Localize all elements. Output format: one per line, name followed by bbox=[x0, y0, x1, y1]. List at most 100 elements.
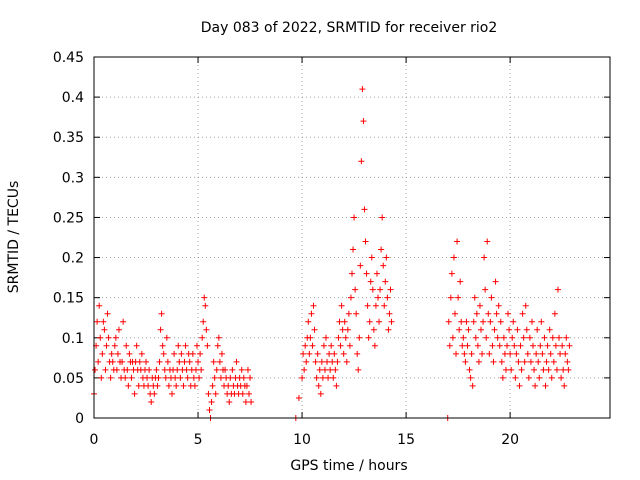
data-point bbox=[177, 374, 184, 381]
data-point bbox=[370, 326, 377, 333]
data-point bbox=[448, 270, 455, 277]
data-point bbox=[316, 366, 323, 373]
data-point bbox=[333, 382, 340, 389]
data-point bbox=[229, 366, 236, 373]
data-point bbox=[96, 302, 103, 309]
data-point bbox=[537, 342, 544, 349]
data-point bbox=[512, 374, 519, 381]
data-point bbox=[307, 334, 314, 341]
data-point bbox=[475, 358, 482, 365]
data-point bbox=[369, 286, 376, 293]
data-point bbox=[222, 366, 229, 373]
data-point bbox=[380, 262, 387, 269]
data-point bbox=[377, 286, 384, 293]
data-point bbox=[119, 358, 126, 365]
data-point bbox=[463, 318, 470, 325]
data-point bbox=[507, 350, 514, 357]
data-point bbox=[539, 350, 546, 357]
data-point bbox=[162, 374, 169, 381]
data-point bbox=[447, 294, 454, 301]
data-point bbox=[453, 350, 460, 357]
data-point bbox=[366, 318, 373, 325]
data-point bbox=[353, 310, 360, 317]
y-tick-label: 0.3 bbox=[62, 170, 84, 186]
data-point bbox=[460, 334, 467, 341]
data-point bbox=[360, 118, 367, 125]
data-point bbox=[563, 334, 570, 341]
data-point bbox=[156, 358, 163, 365]
data-point bbox=[180, 382, 187, 389]
data-point bbox=[509, 334, 516, 341]
data-point bbox=[317, 390, 324, 397]
data-point bbox=[310, 302, 317, 309]
data-point bbox=[143, 358, 150, 365]
data-point bbox=[347, 294, 354, 301]
data-point bbox=[472, 334, 479, 341]
data-point bbox=[217, 374, 224, 381]
data-point bbox=[227, 374, 234, 381]
data-point bbox=[465, 326, 472, 333]
y-tick-label: 0.2 bbox=[62, 251, 84, 267]
data-point bbox=[169, 390, 176, 397]
y-tick-label: 0.25 bbox=[53, 210, 84, 226]
data-point bbox=[519, 310, 526, 317]
data-point bbox=[363, 270, 370, 277]
data-point bbox=[455, 294, 462, 301]
data-point bbox=[295, 394, 302, 401]
data-point bbox=[478, 326, 484, 333]
data-point bbox=[193, 342, 200, 349]
data-point bbox=[334, 358, 341, 365]
data-point bbox=[479, 350, 486, 357]
data-point bbox=[536, 374, 543, 381]
data-point bbox=[525, 374, 532, 381]
data-point bbox=[112, 334, 119, 341]
data-point bbox=[371, 342, 378, 349]
data-point bbox=[330, 374, 337, 381]
data-point bbox=[558, 374, 565, 381]
data-point bbox=[358, 158, 365, 165]
data-point bbox=[462, 358, 469, 365]
data-point bbox=[349, 270, 355, 277]
data-point bbox=[495, 302, 502, 309]
data-point bbox=[489, 342, 496, 349]
data-point bbox=[527, 358, 534, 365]
grid-lines bbox=[94, 57, 610, 418]
data-point bbox=[456, 326, 463, 333]
data-point bbox=[341, 318, 348, 325]
data-point bbox=[357, 262, 364, 269]
data-point bbox=[100, 318, 107, 325]
data-point bbox=[467, 374, 474, 381]
data-point bbox=[543, 358, 550, 365]
data-point bbox=[517, 342, 524, 349]
data-point bbox=[172, 374, 179, 381]
data-point bbox=[201, 294, 208, 301]
data-point bbox=[243, 382, 250, 389]
data-point bbox=[501, 350, 508, 357]
data-point bbox=[362, 238, 369, 245]
data-point bbox=[146, 366, 153, 373]
data-point bbox=[248, 398, 255, 405]
data-point bbox=[339, 326, 346, 333]
data-point bbox=[515, 358, 522, 365]
data-point bbox=[94, 318, 101, 325]
data-point bbox=[145, 382, 152, 389]
data-point bbox=[319, 374, 326, 381]
data-points bbox=[91, 86, 573, 421]
data-point bbox=[182, 342, 189, 349]
data-point bbox=[474, 342, 481, 349]
x-tick-label: 15 bbox=[397, 432, 415, 448]
data-point bbox=[153, 366, 160, 373]
data-point bbox=[528, 318, 535, 325]
data-point bbox=[131, 390, 138, 397]
data-point bbox=[368, 254, 375, 261]
data-point bbox=[108, 350, 115, 357]
data-point bbox=[327, 366, 334, 373]
data-point bbox=[325, 374, 332, 381]
data-point bbox=[196, 374, 203, 381]
data-point bbox=[246, 390, 253, 397]
data-point bbox=[457, 278, 464, 285]
data-point bbox=[164, 358, 171, 365]
data-point bbox=[125, 382, 132, 389]
data-point bbox=[239, 390, 246, 397]
